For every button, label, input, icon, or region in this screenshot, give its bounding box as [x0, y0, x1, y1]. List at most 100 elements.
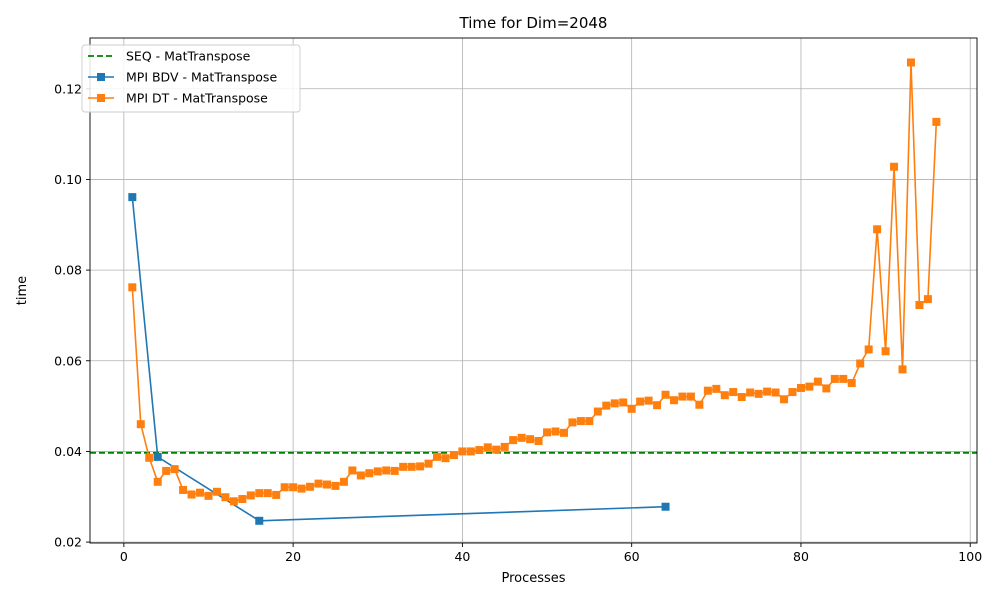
data-point	[128, 283, 137, 292]
data-point	[543, 428, 552, 437]
data-point	[204, 491, 213, 500]
data-point	[483, 443, 492, 452]
data-point	[559, 428, 568, 437]
data-point	[686, 392, 695, 401]
data-point	[517, 433, 526, 442]
data-point	[153, 477, 162, 486]
data-point	[153, 452, 162, 461]
data-point	[145, 453, 154, 462]
data-point	[263, 489, 272, 498]
data-point	[703, 386, 712, 395]
data-point	[568, 418, 577, 427]
data-point	[746, 388, 755, 397]
data-point	[847, 378, 856, 387]
data-point	[187, 490, 196, 499]
data-point	[128, 193, 137, 202]
data-point	[136, 420, 145, 429]
data-point	[669, 396, 678, 405]
data-point	[839, 374, 848, 383]
legend-label: MPI BDV - MatTranspose	[126, 70, 277, 85]
data-point	[915, 301, 924, 310]
series-2	[128, 58, 941, 506]
legend-marker	[97, 73, 105, 81]
data-point	[805, 382, 814, 391]
data-point	[365, 469, 374, 478]
data-point	[221, 493, 230, 502]
data-point	[796, 383, 805, 392]
data-point	[458, 447, 467, 456]
data-point	[255, 516, 264, 525]
data-point	[712, 384, 721, 393]
data-point	[890, 162, 899, 171]
legend-item: MPI BDV - MatTranspose	[88, 70, 277, 85]
data-point	[754, 389, 763, 398]
data-point	[238, 495, 247, 504]
data-point	[661, 502, 670, 511]
x-tick-label: 0	[120, 549, 128, 564]
data-point	[196, 488, 205, 497]
data-point	[695, 400, 704, 409]
data-point	[534, 437, 543, 446]
data-point	[551, 427, 560, 436]
data-point	[500, 442, 509, 451]
data-point	[246, 491, 255, 500]
data-point	[466, 447, 475, 456]
x-tick-label: 20	[285, 549, 301, 564]
data-point	[170, 465, 179, 474]
legend-marker	[97, 94, 105, 102]
data-point	[407, 462, 416, 471]
ticks: 0 20 40 60 80 100 0.02 0.04 0.06 0.08 0.10 0.12	[54, 81, 982, 564]
data-point	[475, 446, 484, 455]
data-point	[898, 365, 907, 374]
data-point	[619, 398, 628, 407]
data-point	[932, 117, 941, 126]
data-point	[644, 396, 653, 405]
data-point	[331, 481, 340, 490]
y-tick-label: 0.06	[54, 353, 82, 368]
data-point	[382, 466, 391, 475]
chart-title: Time for Dim=2048	[459, 14, 608, 32]
data-point	[322, 480, 331, 489]
data-point	[627, 404, 636, 413]
data-point	[788, 388, 797, 397]
legend-item: SEQ - MatTranspose	[88, 49, 251, 64]
data-point	[864, 345, 873, 354]
data-point	[830, 374, 839, 383]
data-point	[390, 466, 399, 475]
data-point	[509, 436, 518, 445]
data-point	[923, 295, 932, 304]
data-point	[653, 401, 662, 410]
x-axis-label: Processes	[501, 571, 565, 586]
legend-box	[81, 44, 301, 113]
data-point	[399, 462, 408, 471]
y-tick-label: 0.04	[54, 444, 82, 459]
plot-frame	[89, 37, 978, 544]
data-point	[212, 487, 221, 496]
data-point	[229, 497, 238, 506]
data-point	[280, 483, 289, 492]
y-axis-label: time	[15, 276, 30, 305]
data-point	[339, 477, 348, 486]
data-point	[881, 347, 890, 356]
legend-item: MPI DT - MatTranspose	[88, 91, 268, 106]
x-tick-label: 40	[454, 549, 470, 564]
data-point	[610, 399, 619, 408]
data-point	[771, 388, 780, 397]
data-point	[314, 479, 323, 488]
data-point	[602, 401, 611, 410]
data-point	[585, 417, 594, 426]
data-point	[906, 58, 915, 67]
data-point	[873, 225, 882, 234]
x-tick-label: 80	[793, 549, 809, 564]
data-point	[348, 466, 357, 475]
data-point	[441, 454, 450, 463]
grid	[90, 38, 977, 543]
data-point	[289, 483, 298, 492]
data-point	[636, 397, 645, 406]
series-layer	[90, 58, 977, 525]
y-tick-label: 0.12	[54, 81, 82, 96]
data-point	[720, 391, 729, 400]
data-point	[661, 390, 670, 399]
data-point	[729, 388, 738, 397]
